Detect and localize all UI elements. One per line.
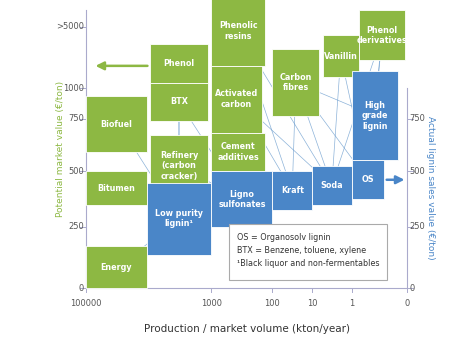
- Text: 250: 250: [68, 223, 84, 232]
- Text: Ligno
sulfonates: Ligno sulfonates: [218, 190, 266, 209]
- Text: 250: 250: [409, 223, 425, 232]
- Text: 1000: 1000: [201, 299, 222, 308]
- Text: Energy: Energy: [100, 263, 132, 272]
- Text: Biofuel: Biofuel: [100, 120, 132, 129]
- Text: 0: 0: [409, 284, 414, 293]
- Text: 0: 0: [79, 284, 84, 293]
- Text: BTX: BTX: [170, 97, 188, 106]
- Text: Phenol
derivatives: Phenol derivatives: [357, 26, 407, 45]
- Text: Bitumen: Bitumen: [97, 184, 135, 193]
- Bar: [272, 49, 319, 116]
- Bar: [351, 71, 398, 160]
- Text: 500: 500: [68, 167, 84, 176]
- Text: OS = Organosolv lignin
BTX = Benzene, toluene, xylene
¹Black liquor and non-ferm: OS = Organosolv lignin BTX = Benzene, to…: [236, 233, 379, 268]
- Text: 750: 750: [68, 114, 84, 123]
- Text: OS: OS: [361, 175, 374, 184]
- Text: High
grade
lignin: High grade lignin: [362, 101, 388, 131]
- Text: Cement
additives: Cement additives: [218, 142, 259, 162]
- Text: 100: 100: [264, 299, 280, 308]
- Text: 500: 500: [409, 167, 425, 176]
- Bar: [147, 182, 211, 255]
- Bar: [150, 44, 208, 83]
- Bar: [229, 224, 387, 280]
- Text: Phenol: Phenol: [163, 59, 194, 68]
- Text: Activated
carbon: Activated carbon: [215, 90, 258, 109]
- Bar: [359, 10, 405, 60]
- Text: 100000: 100000: [70, 299, 101, 308]
- Bar: [211, 172, 272, 227]
- Text: 10: 10: [307, 299, 317, 308]
- Text: Phenolic
resins: Phenolic resins: [219, 21, 258, 41]
- Bar: [211, 66, 262, 132]
- Text: >5000: >5000: [56, 22, 84, 32]
- Text: 1: 1: [349, 299, 354, 308]
- Text: Low purity
lignin¹: Low purity lignin¹: [155, 209, 203, 228]
- Bar: [211, 0, 265, 66]
- Text: Production / market volume (kton/year): Production / market volume (kton/year): [144, 324, 350, 334]
- Text: Actual lignin sales value (€/ton): Actual lignin sales value (€/ton): [426, 116, 435, 260]
- Bar: [86, 172, 147, 205]
- Bar: [150, 83, 208, 121]
- Bar: [86, 96, 147, 152]
- Text: Potential market value (€/ton): Potential market value (€/ton): [56, 81, 65, 217]
- Text: Carbon
fibres: Carbon fibres: [280, 73, 312, 92]
- Text: 0: 0: [404, 299, 410, 308]
- Bar: [86, 246, 147, 288]
- Text: 1000: 1000: [63, 84, 84, 93]
- Bar: [211, 132, 265, 172]
- Text: Vanillin: Vanillin: [324, 52, 358, 61]
- Bar: [323, 35, 359, 77]
- Bar: [312, 166, 351, 205]
- Text: Kraft: Kraft: [281, 186, 304, 196]
- Text: Soda: Soda: [320, 181, 343, 190]
- Bar: [272, 172, 312, 210]
- Text: Refinery
(carbon
cracker): Refinery (carbon cracker): [160, 151, 198, 181]
- Bar: [351, 160, 384, 199]
- Text: 750: 750: [409, 114, 425, 123]
- Bar: [150, 135, 208, 197]
